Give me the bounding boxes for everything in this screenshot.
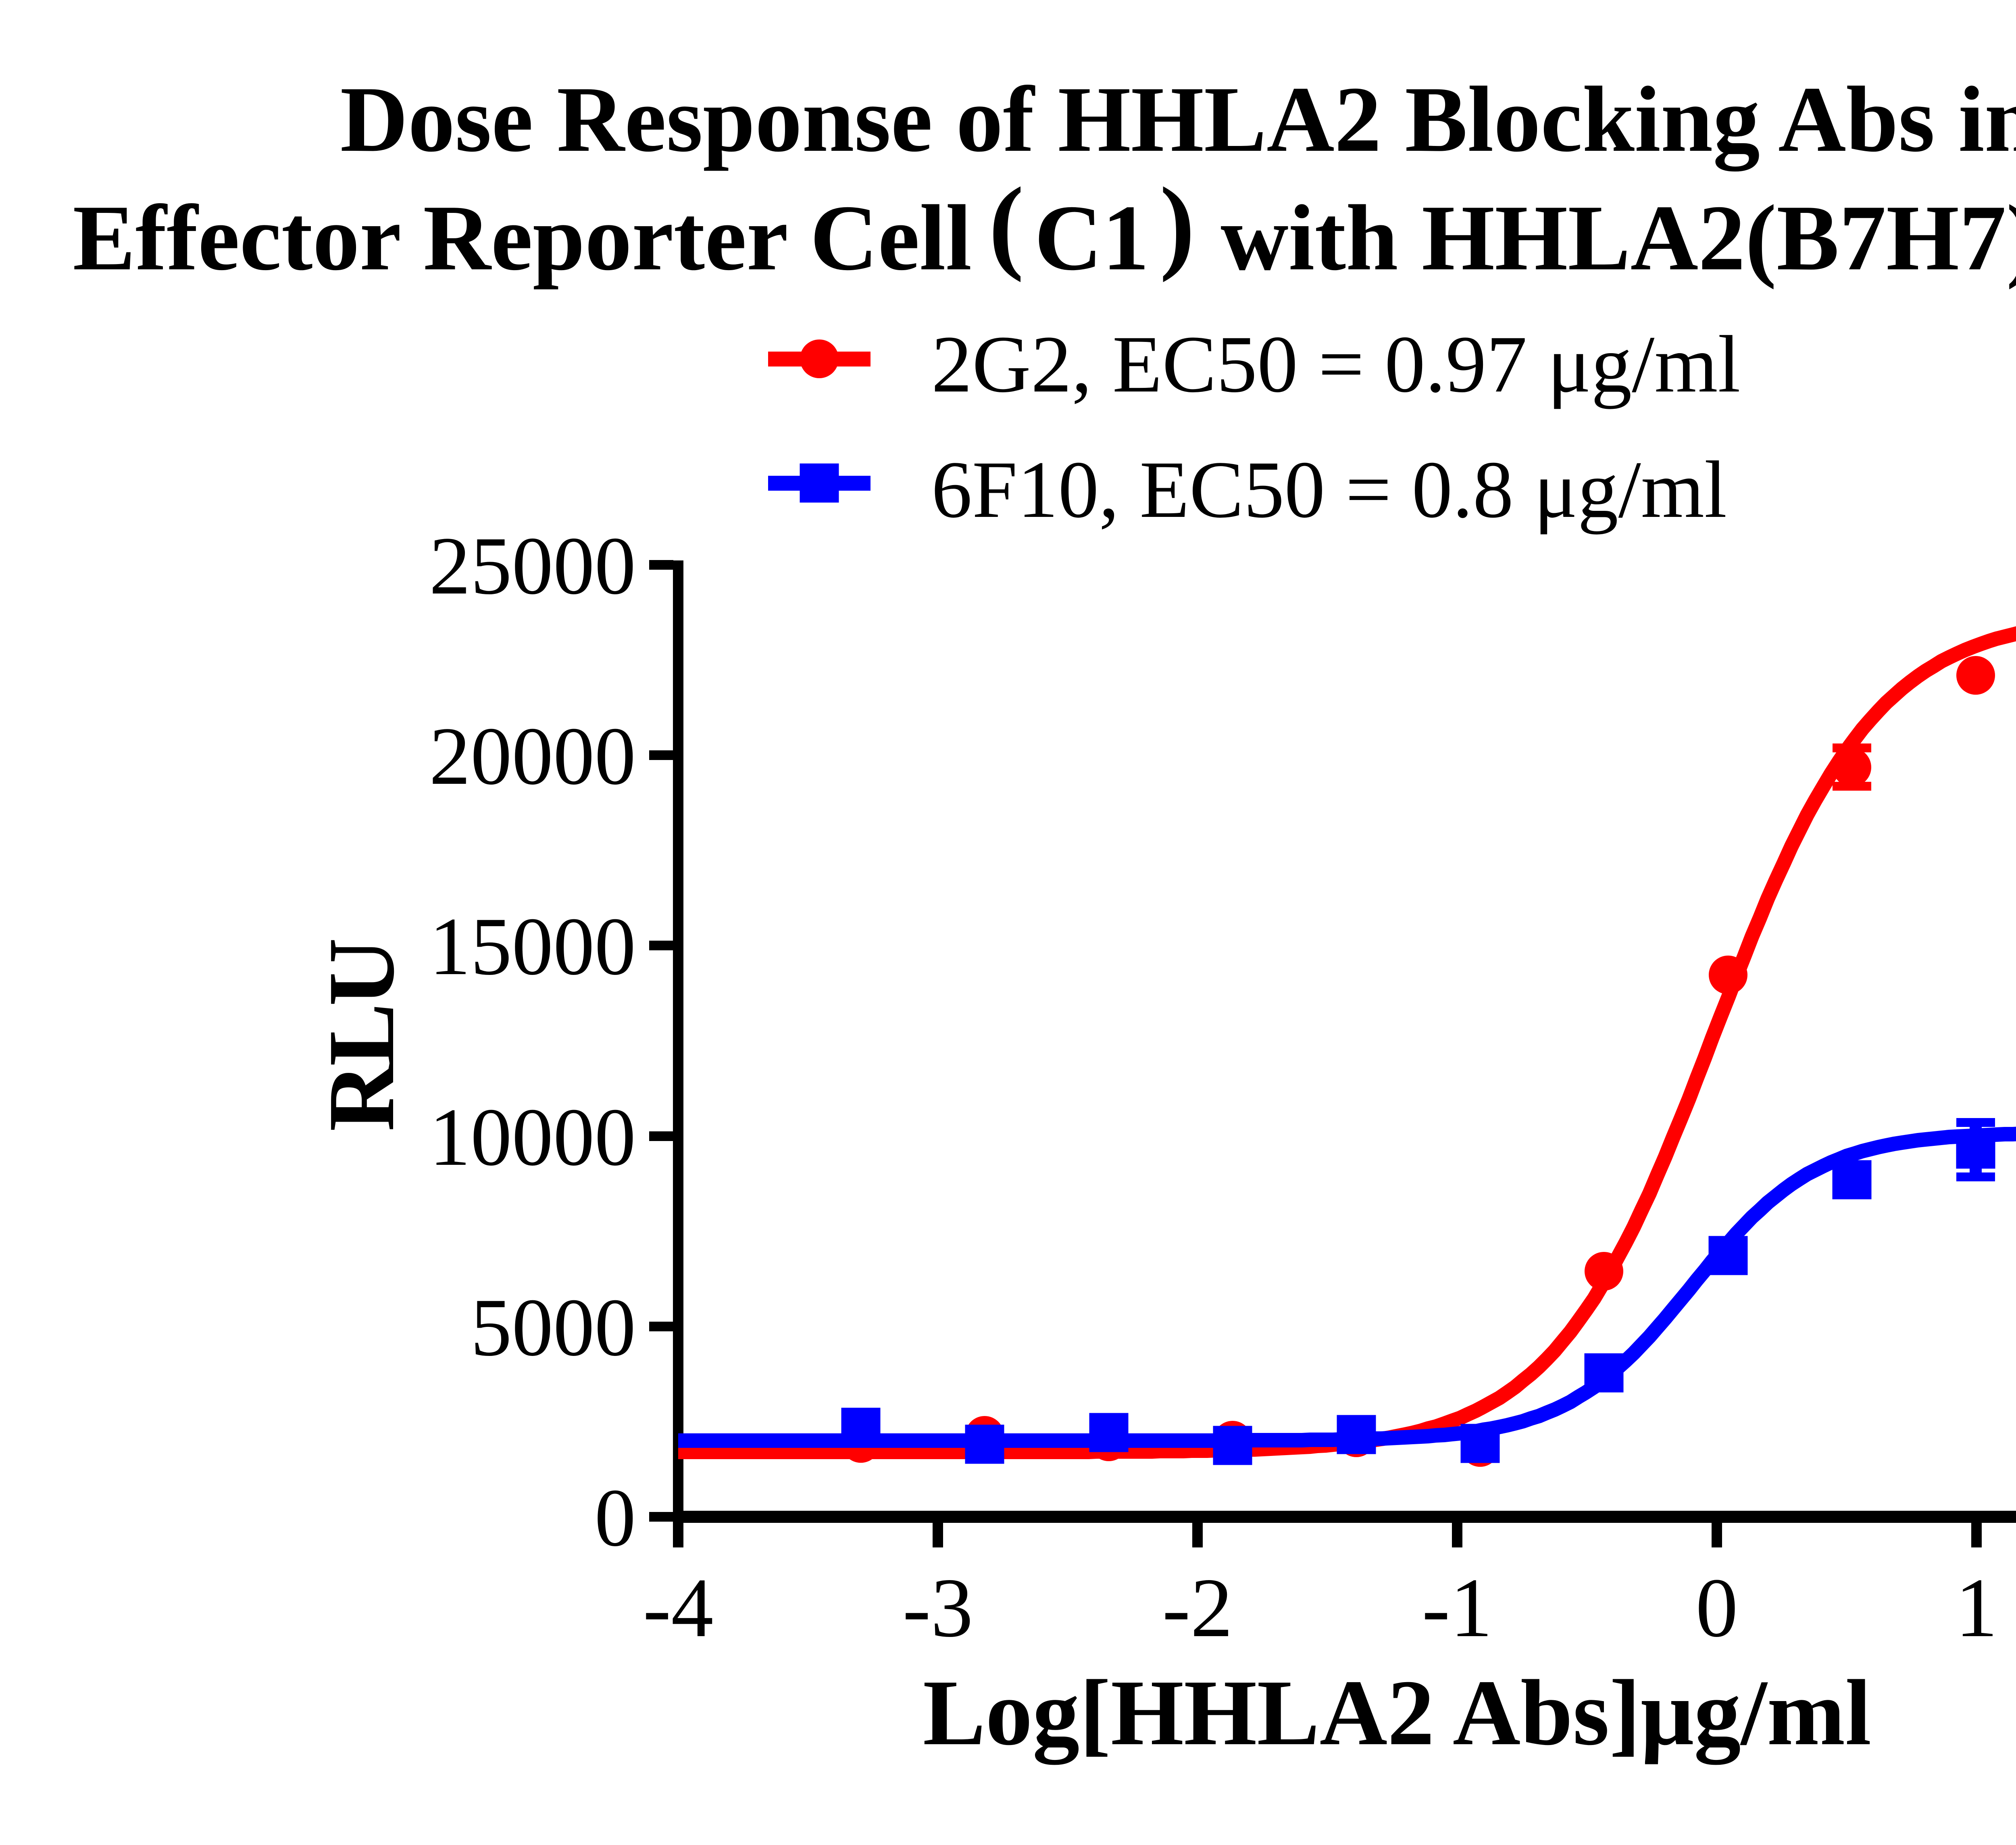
svg-text:5000: 5000 [471, 1282, 636, 1373]
svg-text:0: 0 [1696, 1561, 1738, 1655]
svg-text:Effector Reporter Cell(C1)with: Effector Reporter Cell(C1) with HHLA2(B7H… [73, 166, 2016, 290]
svg-text:25000: 25000 [429, 520, 636, 612]
svg-text:-3: -3 [903, 1561, 973, 1655]
svg-text:1: 1 [1956, 1561, 1998, 1655]
svg-text:2G2, EC50 = 0.97 μg/ml: 2G2, EC50 = 0.97 μg/ml [931, 319, 1741, 409]
svg-text:10000: 10000 [429, 1091, 636, 1183]
svg-text:-2: -2 [1162, 1561, 1233, 1655]
svg-text:-4: -4 [643, 1561, 714, 1655]
svg-text:15000: 15000 [429, 901, 636, 992]
svg-text:20000: 20000 [429, 710, 636, 802]
svg-text:RLU: RLU [309, 940, 414, 1131]
svg-text:Dose Response of HHLA2 Blockin: Dose Response of HHLA2 Blocking Abs in K… [340, 67, 2016, 172]
svg-text:6F10, EC50 = 0.8 μg/ml: 6F10, EC50 = 0.8 μg/ml [931, 444, 1727, 535]
svg-text:-1: -1 [1422, 1561, 1493, 1655]
svg-text:0: 0 [595, 1472, 636, 1564]
svg-text:Log[HHLA2 Abs]μg/ml: Log[HHLA2 Abs]μg/ml [923, 1661, 1871, 1765]
